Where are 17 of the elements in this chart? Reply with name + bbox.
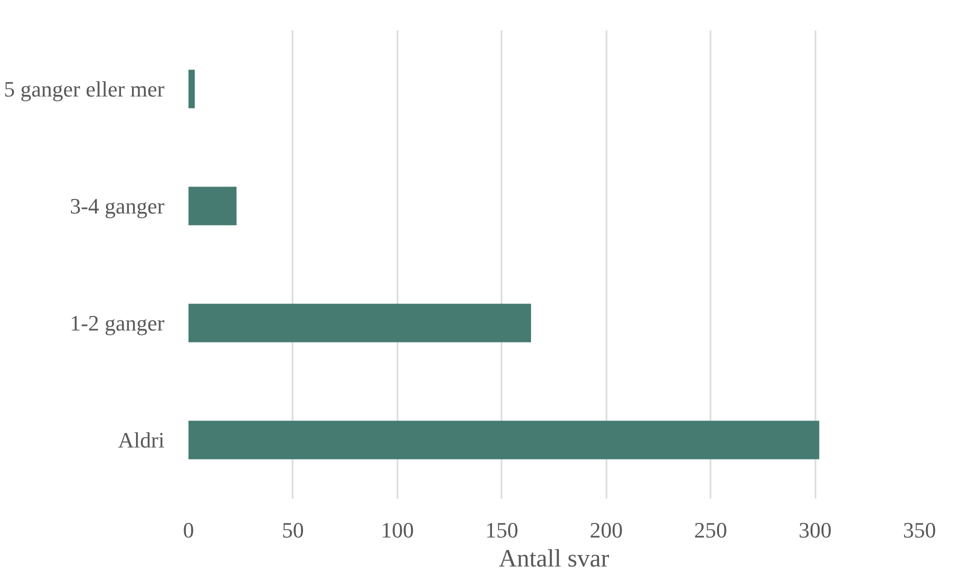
bar [188, 420, 820, 460]
x-tick-label: 0 [183, 518, 194, 542]
x-tick-label: 350 [903, 518, 936, 542]
y-tick-label: 1-2 ganger [70, 310, 166, 336]
bar [188, 186, 237, 226]
x-tick-label: 200 [590, 518, 623, 542]
y-tick-label: 5 ganger eller mer [4, 76, 166, 102]
y-tick-label: Aldri [118, 428, 165, 452]
x-tick-label: 100 [380, 518, 414, 542]
bar [188, 70, 195, 108]
bar [188, 304, 532, 342]
x-axis-title: Antall svar [498, 546, 610, 572]
x-tick-label: 300 [798, 518, 832, 542]
x-tick-label: 150 [485, 518, 518, 542]
x-tick-label: 50 [282, 518, 304, 542]
x-tick-label: 250 [694, 518, 728, 542]
y-tick-label: 3-4 ganger [70, 194, 166, 218]
